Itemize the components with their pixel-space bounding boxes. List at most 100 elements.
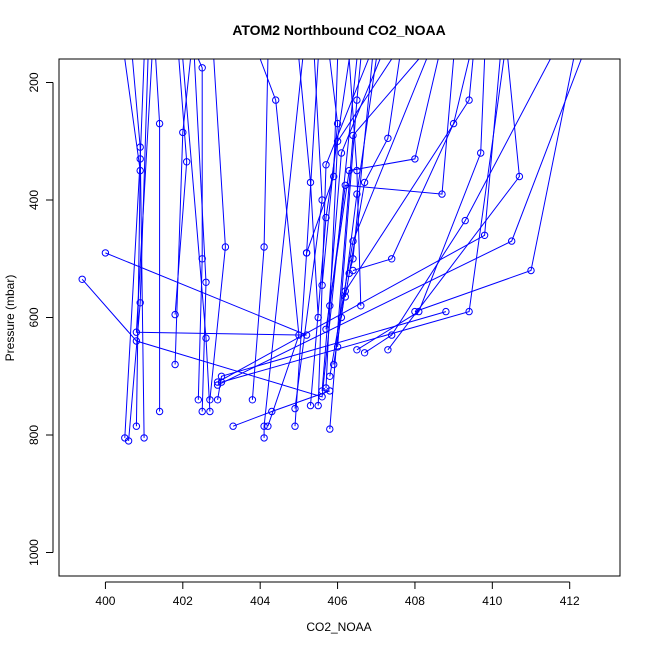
data-point [333,119,342,128]
data-point [442,307,450,316]
data-point [411,155,419,163]
data-point [322,213,330,222]
series-line [232,390,330,427]
series-line [124,59,145,438]
series-profile-7 [155,59,164,416]
series-line [197,59,203,400]
series-profile-20 [260,59,304,442]
data-point [438,190,446,198]
x-tick-label: 402 [173,594,193,608]
series-line [128,59,149,441]
data-point [322,325,330,333]
series-profile-10 [194,59,206,404]
series-line [356,59,486,351]
series-profile-32 [322,59,439,333]
data-point [341,293,349,301]
data-point [264,422,272,430]
data-point [136,299,144,307]
data-point [333,343,342,351]
data-point [221,243,230,251]
data-point [353,166,361,175]
series-line [209,59,226,400]
series-profile-6 [124,59,144,430]
data-point [213,396,222,404]
series-profile-37 [349,59,470,275]
series-line [298,59,319,318]
data-point [132,328,141,336]
axes-layer: 400 402 404 406 408 410 412 200 400 600 800 1000 [27,72,580,608]
series-profile-39 [360,59,551,357]
data-point [360,349,369,357]
series-profile-45 [298,59,322,322]
data-point [260,422,268,430]
data-point [314,401,322,410]
data-point [155,119,164,128]
data-point [291,404,299,413]
x-tick-label: 406 [328,594,348,608]
data-point [78,275,86,283]
data-point [302,249,311,257]
series-line [251,59,269,400]
series-line [259,59,300,427]
data-point [140,434,148,442]
data-point [326,372,334,380]
data-point [272,96,280,104]
series-layer [78,59,582,445]
x-tick-label: 408 [405,594,425,608]
data-point [198,407,206,416]
series-profile-4 [121,59,145,442]
data-point [206,407,214,416]
series-line [217,311,447,400]
data-point [136,166,144,175]
series-profile-44 [318,59,342,289]
data-point [322,161,330,169]
series-profile-31 [333,59,362,351]
data-point [326,425,334,433]
data-point [349,255,357,263]
data-point [384,134,392,143]
data-point [155,407,164,416]
data-point [179,128,187,137]
series-line [155,59,161,412]
series-line [321,59,339,286]
series-profile-9 [171,59,191,319]
data-point [318,281,326,289]
data-point [306,401,315,410]
series-profile-12 [182,59,214,416]
data-point [349,266,357,275]
data-point [171,360,179,369]
data-point [291,422,299,430]
data-point [477,149,485,157]
series-line [329,59,428,377]
chart-title: ATOM2 Northbound CO2_NOAA [232,22,445,38]
y-axis-label: Pressure (mbar) [3,275,17,362]
data-point [248,396,257,404]
x-tick-label: 412 [560,594,580,608]
series-line [337,59,362,347]
series-profile-34 [337,59,377,322]
data-point [260,243,268,251]
data-point [461,216,469,225]
series-line [263,59,304,438]
data-point [171,310,179,319]
data-point [515,172,524,181]
series-profile-16 [213,59,582,389]
series-line [217,59,501,383]
plot-frame [58,58,621,577]
series-line [348,59,362,306]
y-tick-label: 400 [27,190,41,210]
data-point [132,422,141,430]
series-line [325,59,439,330]
series-profile-42 [411,59,575,316]
data-point [384,346,392,354]
series-profile-25 [314,59,369,410]
series-profile-13 [206,59,230,404]
data-point [480,231,489,240]
series-profile-5 [124,59,149,445]
data-point [306,178,315,187]
data-point [206,396,214,404]
data-point [322,384,330,392]
data-point [353,190,361,198]
series-line [193,59,207,412]
